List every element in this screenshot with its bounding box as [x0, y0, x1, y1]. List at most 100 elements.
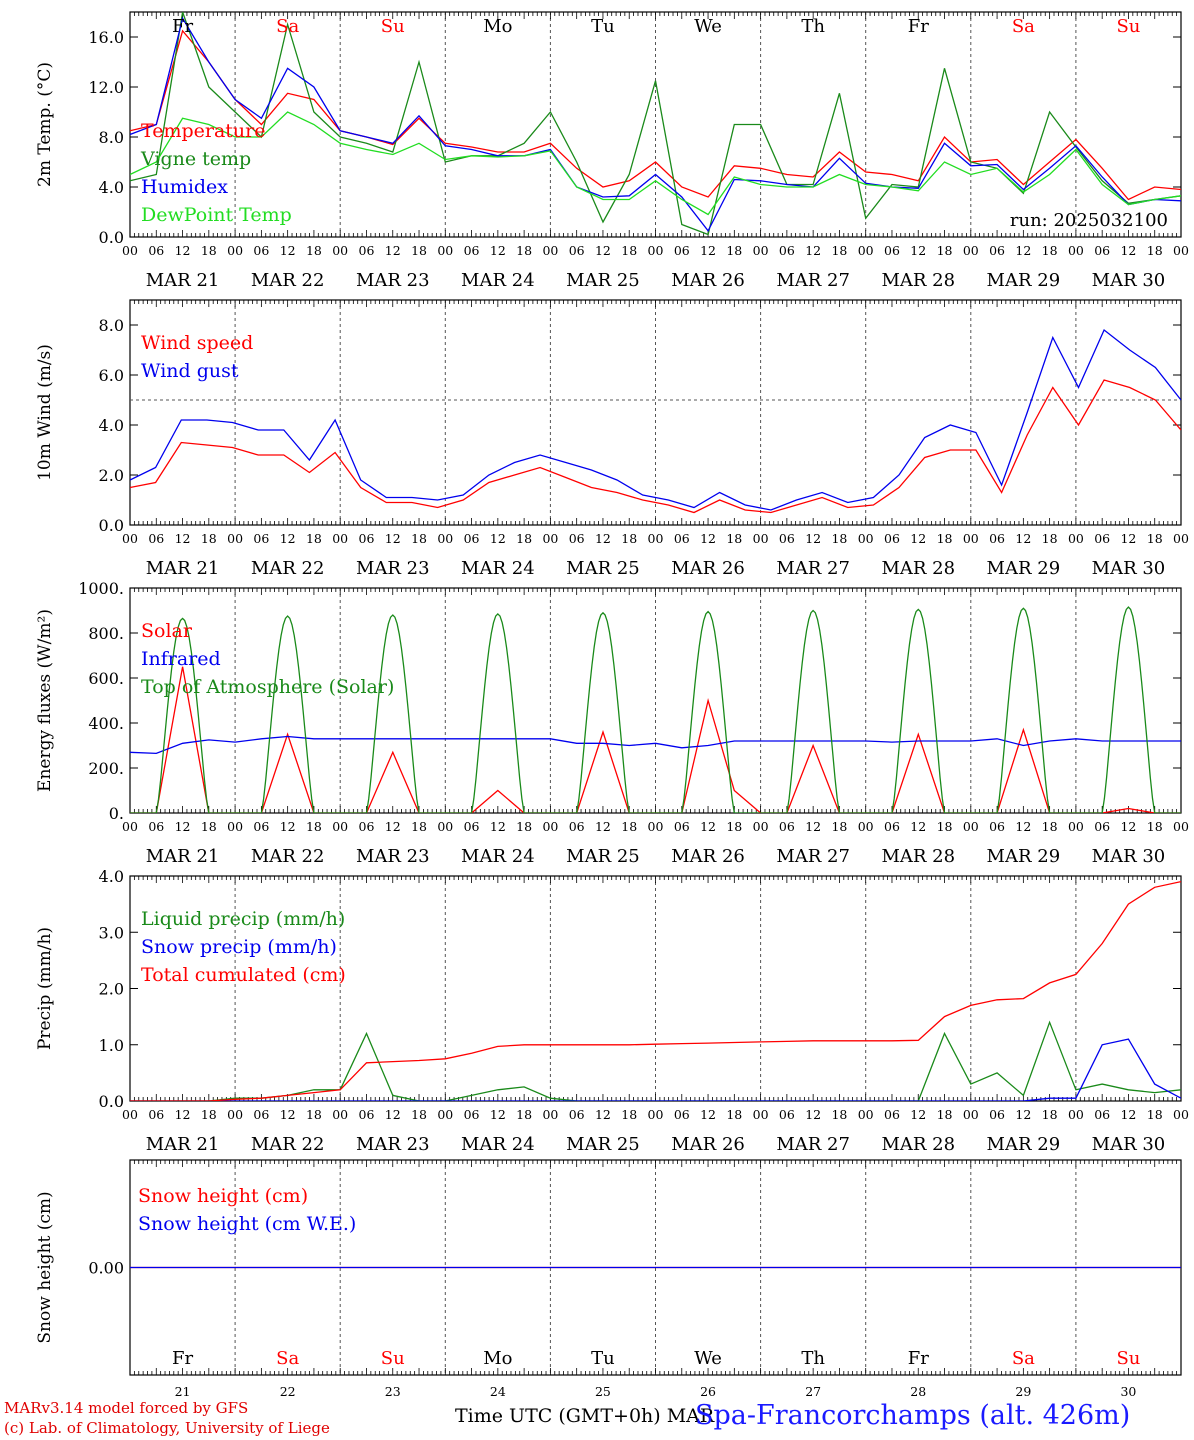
y-tick-label: 0.00	[88, 1259, 124, 1278]
x-date-label: MAR 28	[881, 558, 955, 579]
x-hour-label: 00	[122, 819, 138, 834]
x-hour-label: 00	[332, 819, 348, 834]
x-hour-label: 18	[1147, 819, 1163, 834]
x-hour-label: 12	[700, 531, 716, 546]
x-hour-label: 00	[963, 1107, 979, 1122]
legend-entry: DewPoint Temp	[141, 204, 292, 226]
run-label: run: 2025032100	[1010, 210, 1168, 231]
x-date-label: MAR 21	[146, 270, 220, 291]
x-hour-label: 00	[648, 819, 664, 834]
legend-entry: Solar	[141, 620, 193, 642]
x-hour-label: 12	[1015, 243, 1031, 258]
x-hour-label: 12	[595, 819, 611, 834]
x-hour-label: 18	[306, 1107, 322, 1122]
x-hour-label: 12	[280, 243, 296, 258]
series-line-dewpoint-temp	[130, 111, 1181, 216]
x-hour-label: 00	[542, 819, 558, 834]
day-name-label: We	[694, 16, 722, 37]
x-hour-label: 00	[1068, 1107, 1084, 1122]
x-hour-label: 12	[805, 243, 821, 258]
x-hour-label: 12	[280, 1107, 296, 1122]
y-tick-label: 200.	[88, 759, 124, 778]
x-hour-label: 06	[1094, 243, 1110, 258]
x-date-label: MAR 23	[356, 846, 430, 867]
x-hour-label: 06	[569, 1107, 585, 1122]
x-date-label: MAR 30	[1092, 846, 1166, 867]
x-hour-label: 18	[411, 243, 427, 258]
y-tick-label: 1000.	[78, 579, 124, 598]
x-hour-label: 12	[805, 531, 821, 546]
x-date-label: MAR 23	[356, 270, 430, 291]
x-hour-label: 18	[201, 819, 217, 834]
x-hour-label: 06	[253, 531, 269, 546]
day-number-label: 30	[1120, 1384, 1136, 1399]
footer-station-name: Spa-Francorchamps (alt. 426m)	[695, 1400, 1131, 1431]
y-tick-label: 2.0	[99, 980, 124, 999]
x-hour-label: 18	[516, 531, 532, 546]
y-tick-label: 800.	[88, 624, 124, 643]
x-hour-label: 00	[122, 243, 138, 258]
day-number-label: 29	[1015, 1384, 1031, 1399]
x-hour-label: 00	[122, 1107, 138, 1122]
x-date-label: MAR 28	[881, 1134, 955, 1155]
x-hour-label: 18	[831, 819, 847, 834]
x-hour-label: 12	[1015, 819, 1031, 834]
y-axis-label: 10m Wind (m/s)	[35, 344, 55, 481]
x-hour-label: 06	[569, 819, 585, 834]
panel-1: 0.0 4.0 8.0 12.0 16.0 2m Temp. (°C) 00 06 12 18 MA…	[35, 11, 1189, 291]
y-tick-label: 1.0	[99, 1036, 124, 1055]
x-date-label: MAR 22	[251, 1134, 325, 1155]
day-name-label: Tu	[591, 1348, 615, 1369]
x-hour-label: 00	[542, 243, 558, 258]
x-date-label: MAR 29	[987, 270, 1061, 291]
day-name-label: Sa	[1012, 1348, 1035, 1369]
x-date-label: MAR 30	[1092, 558, 1166, 579]
x-hour-label: 06	[1094, 819, 1110, 834]
x-hour-label: 00	[858, 531, 874, 546]
x-hour-label: 18	[726, 243, 742, 258]
x-hour-label: 06	[464, 531, 480, 546]
x-hour-label: 00	[227, 819, 243, 834]
x-hour-label: 12	[805, 1107, 821, 1122]
x-date-label: MAR 21	[146, 558, 220, 579]
x-hour-label: 18	[1147, 531, 1163, 546]
legend-entry: Snow height (cm W.E.)	[138, 1213, 356, 1235]
x-hour-label: 12	[1120, 819, 1136, 834]
day-number-label: 22	[280, 1384, 296, 1399]
day-name-label: Su	[381, 1348, 405, 1369]
day-number-label: 23	[385, 1384, 401, 1399]
panel-2: 0.0 2.0 4.0 6.0 8.0 10m Wind (m/s) 00 06 12 18 MAR…	[35, 299, 1189, 579]
x-date-label: MAR 29	[987, 558, 1061, 579]
x-hour-label: 06	[464, 243, 480, 258]
x-hour-label: 18	[621, 819, 637, 834]
x-hour-label: 18	[1147, 1107, 1163, 1122]
panel-3: 0. 200. 400. 600. 800. 1000. Energy fluxes (W/…	[35, 579, 1189, 867]
x-date-label: MAR 24	[461, 558, 535, 579]
x-hour-label: 06	[779, 1107, 795, 1122]
x-date-label: MAR 24	[461, 270, 535, 291]
x-hour-label: 18	[937, 243, 953, 258]
x-hour-label: 00	[332, 531, 348, 546]
x-hour-label: 18	[516, 1107, 532, 1122]
y-tick-label: 16.0	[88, 28, 124, 47]
legend-entry: Wind speed	[141, 332, 253, 354]
x-hour-label: 00	[1173, 243, 1189, 258]
x-hour-label: 06	[884, 1107, 900, 1122]
day-name-label: Mo	[483, 1348, 512, 1369]
x-hour-label: 06	[989, 819, 1005, 834]
y-tick-label: 0.	[109, 804, 124, 823]
footer-lab-credit: (c) Lab. of Climatology, University of L…	[4, 1419, 330, 1437]
x-hour-label: 00	[1173, 531, 1189, 546]
panel-5: 0.00 Snow height (cm) Snow height (cm) Snow…	[35, 1159, 1182, 1399]
x-hour-label: 06	[779, 243, 795, 258]
x-hour-label: 18	[1147, 243, 1163, 258]
y-tick-label: 0.0	[99, 228, 124, 247]
series-line-vigne-temp	[130, 12, 1181, 236]
x-hour-label: 00	[1173, 819, 1189, 834]
x-date-label: MAR 21	[146, 1134, 220, 1155]
x-hour-label: 06	[569, 531, 585, 546]
x-hour-label: 06	[148, 243, 164, 258]
x-date-label: MAR 25	[566, 558, 640, 579]
x-hour-label: 00	[1068, 531, 1084, 546]
